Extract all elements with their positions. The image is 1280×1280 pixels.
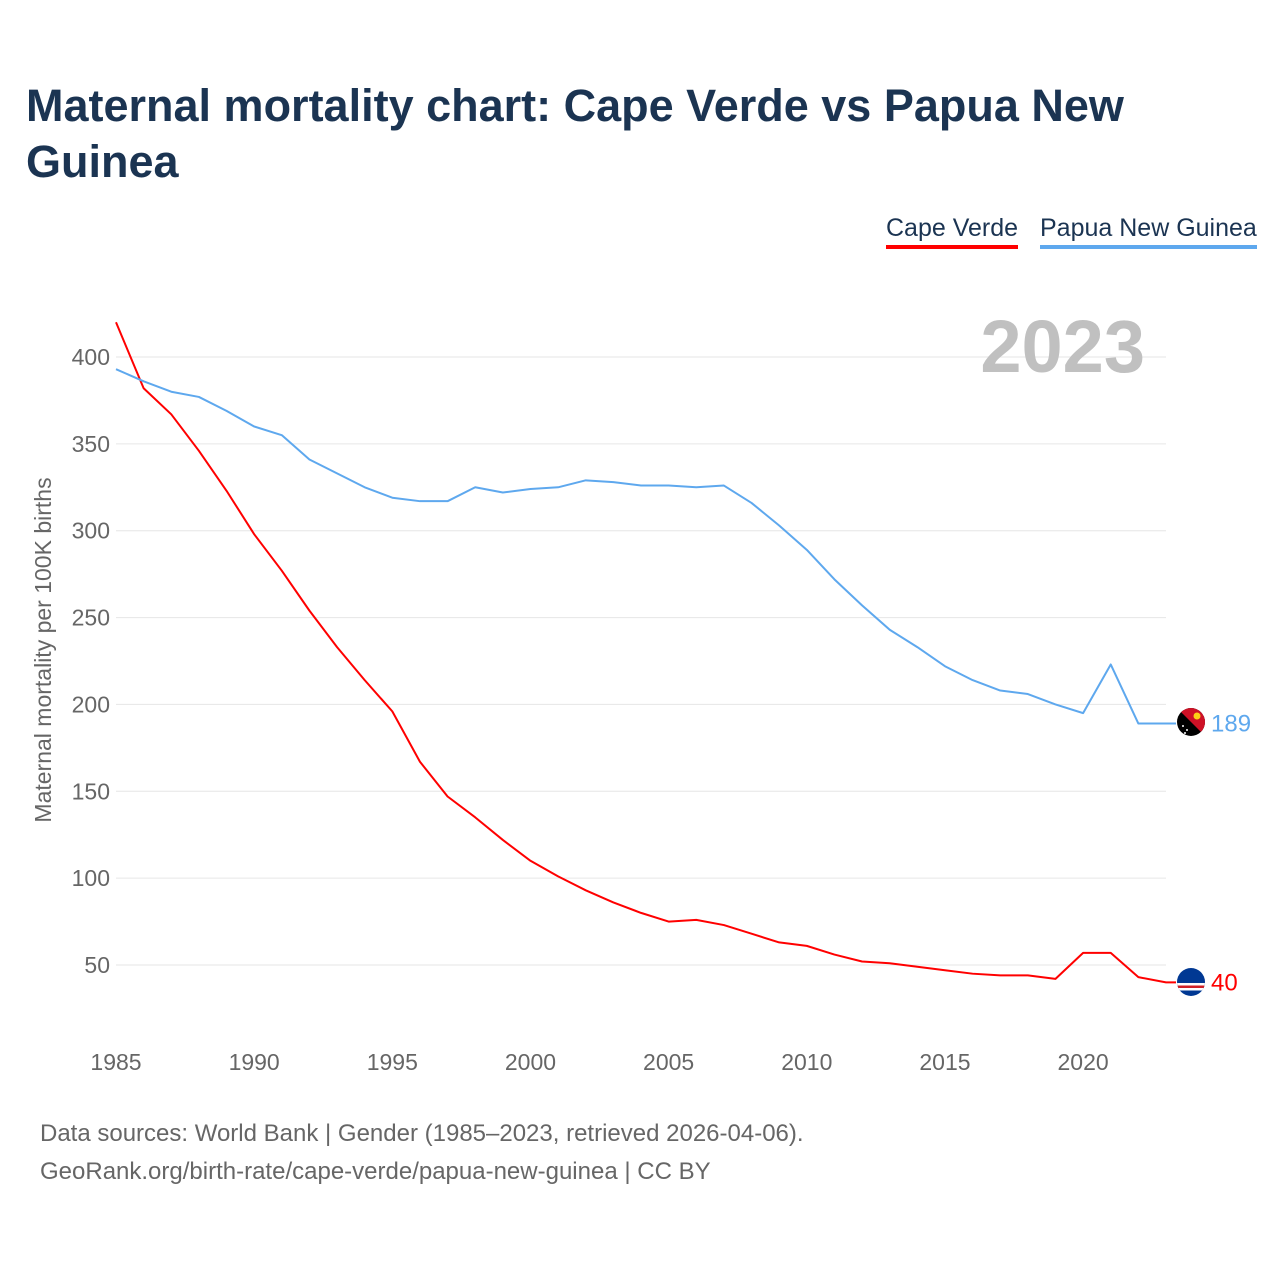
end-value-label: 40 xyxy=(1211,969,1238,996)
x-tick-label: 1995 xyxy=(367,1049,418,1075)
papua-new-guinea-flag-icon xyxy=(1177,708,1205,736)
x-tick-label: 1990 xyxy=(229,1049,280,1075)
x-tick-label: 2000 xyxy=(505,1049,556,1075)
chart-title: Maternal mortality chart: Cape Verde vs … xyxy=(26,80,1124,187)
y-tick-label: 200 xyxy=(72,691,110,717)
x-tick-label: 2015 xyxy=(919,1049,970,1075)
cape-verde-flag-icon xyxy=(1177,968,1205,996)
x-tick-label: 2020 xyxy=(1058,1049,1109,1075)
x-tick-label: 2005 xyxy=(643,1049,694,1075)
y-tick-label: 100 xyxy=(72,865,110,891)
y-tick-label: 300 xyxy=(72,518,110,544)
x-tick-label: 1985 xyxy=(90,1049,141,1075)
end-value-label: 189 xyxy=(1211,711,1251,738)
series-line-papua-new-guinea xyxy=(115,368,1176,725)
footer-attribution[interactable]: GeoRank.org/birth-rate/cape-verde/papua-… xyxy=(40,1158,711,1185)
series-line-cape-verde xyxy=(115,321,1176,984)
y-tick-label: 350 xyxy=(72,431,110,457)
y-tick-label: 50 xyxy=(84,952,110,978)
y-tick-label: 400 xyxy=(72,344,110,370)
y-tick-label: 150 xyxy=(72,778,110,804)
legend-item-papua-new-guinea[interactable]: Papua New Guinea xyxy=(1040,214,1257,249)
y-axis-label: Maternal mortality per 100K births xyxy=(30,477,56,822)
footer-sources: Data sources: World Bank | Gender (1985–… xyxy=(40,1120,804,1147)
y-tick-label: 250 xyxy=(72,605,110,631)
year-watermark: 2023 xyxy=(980,305,1145,388)
x-tick-label: 2010 xyxy=(781,1049,832,1075)
legend-item-cape-verde[interactable]: Cape Verde xyxy=(886,214,1019,249)
